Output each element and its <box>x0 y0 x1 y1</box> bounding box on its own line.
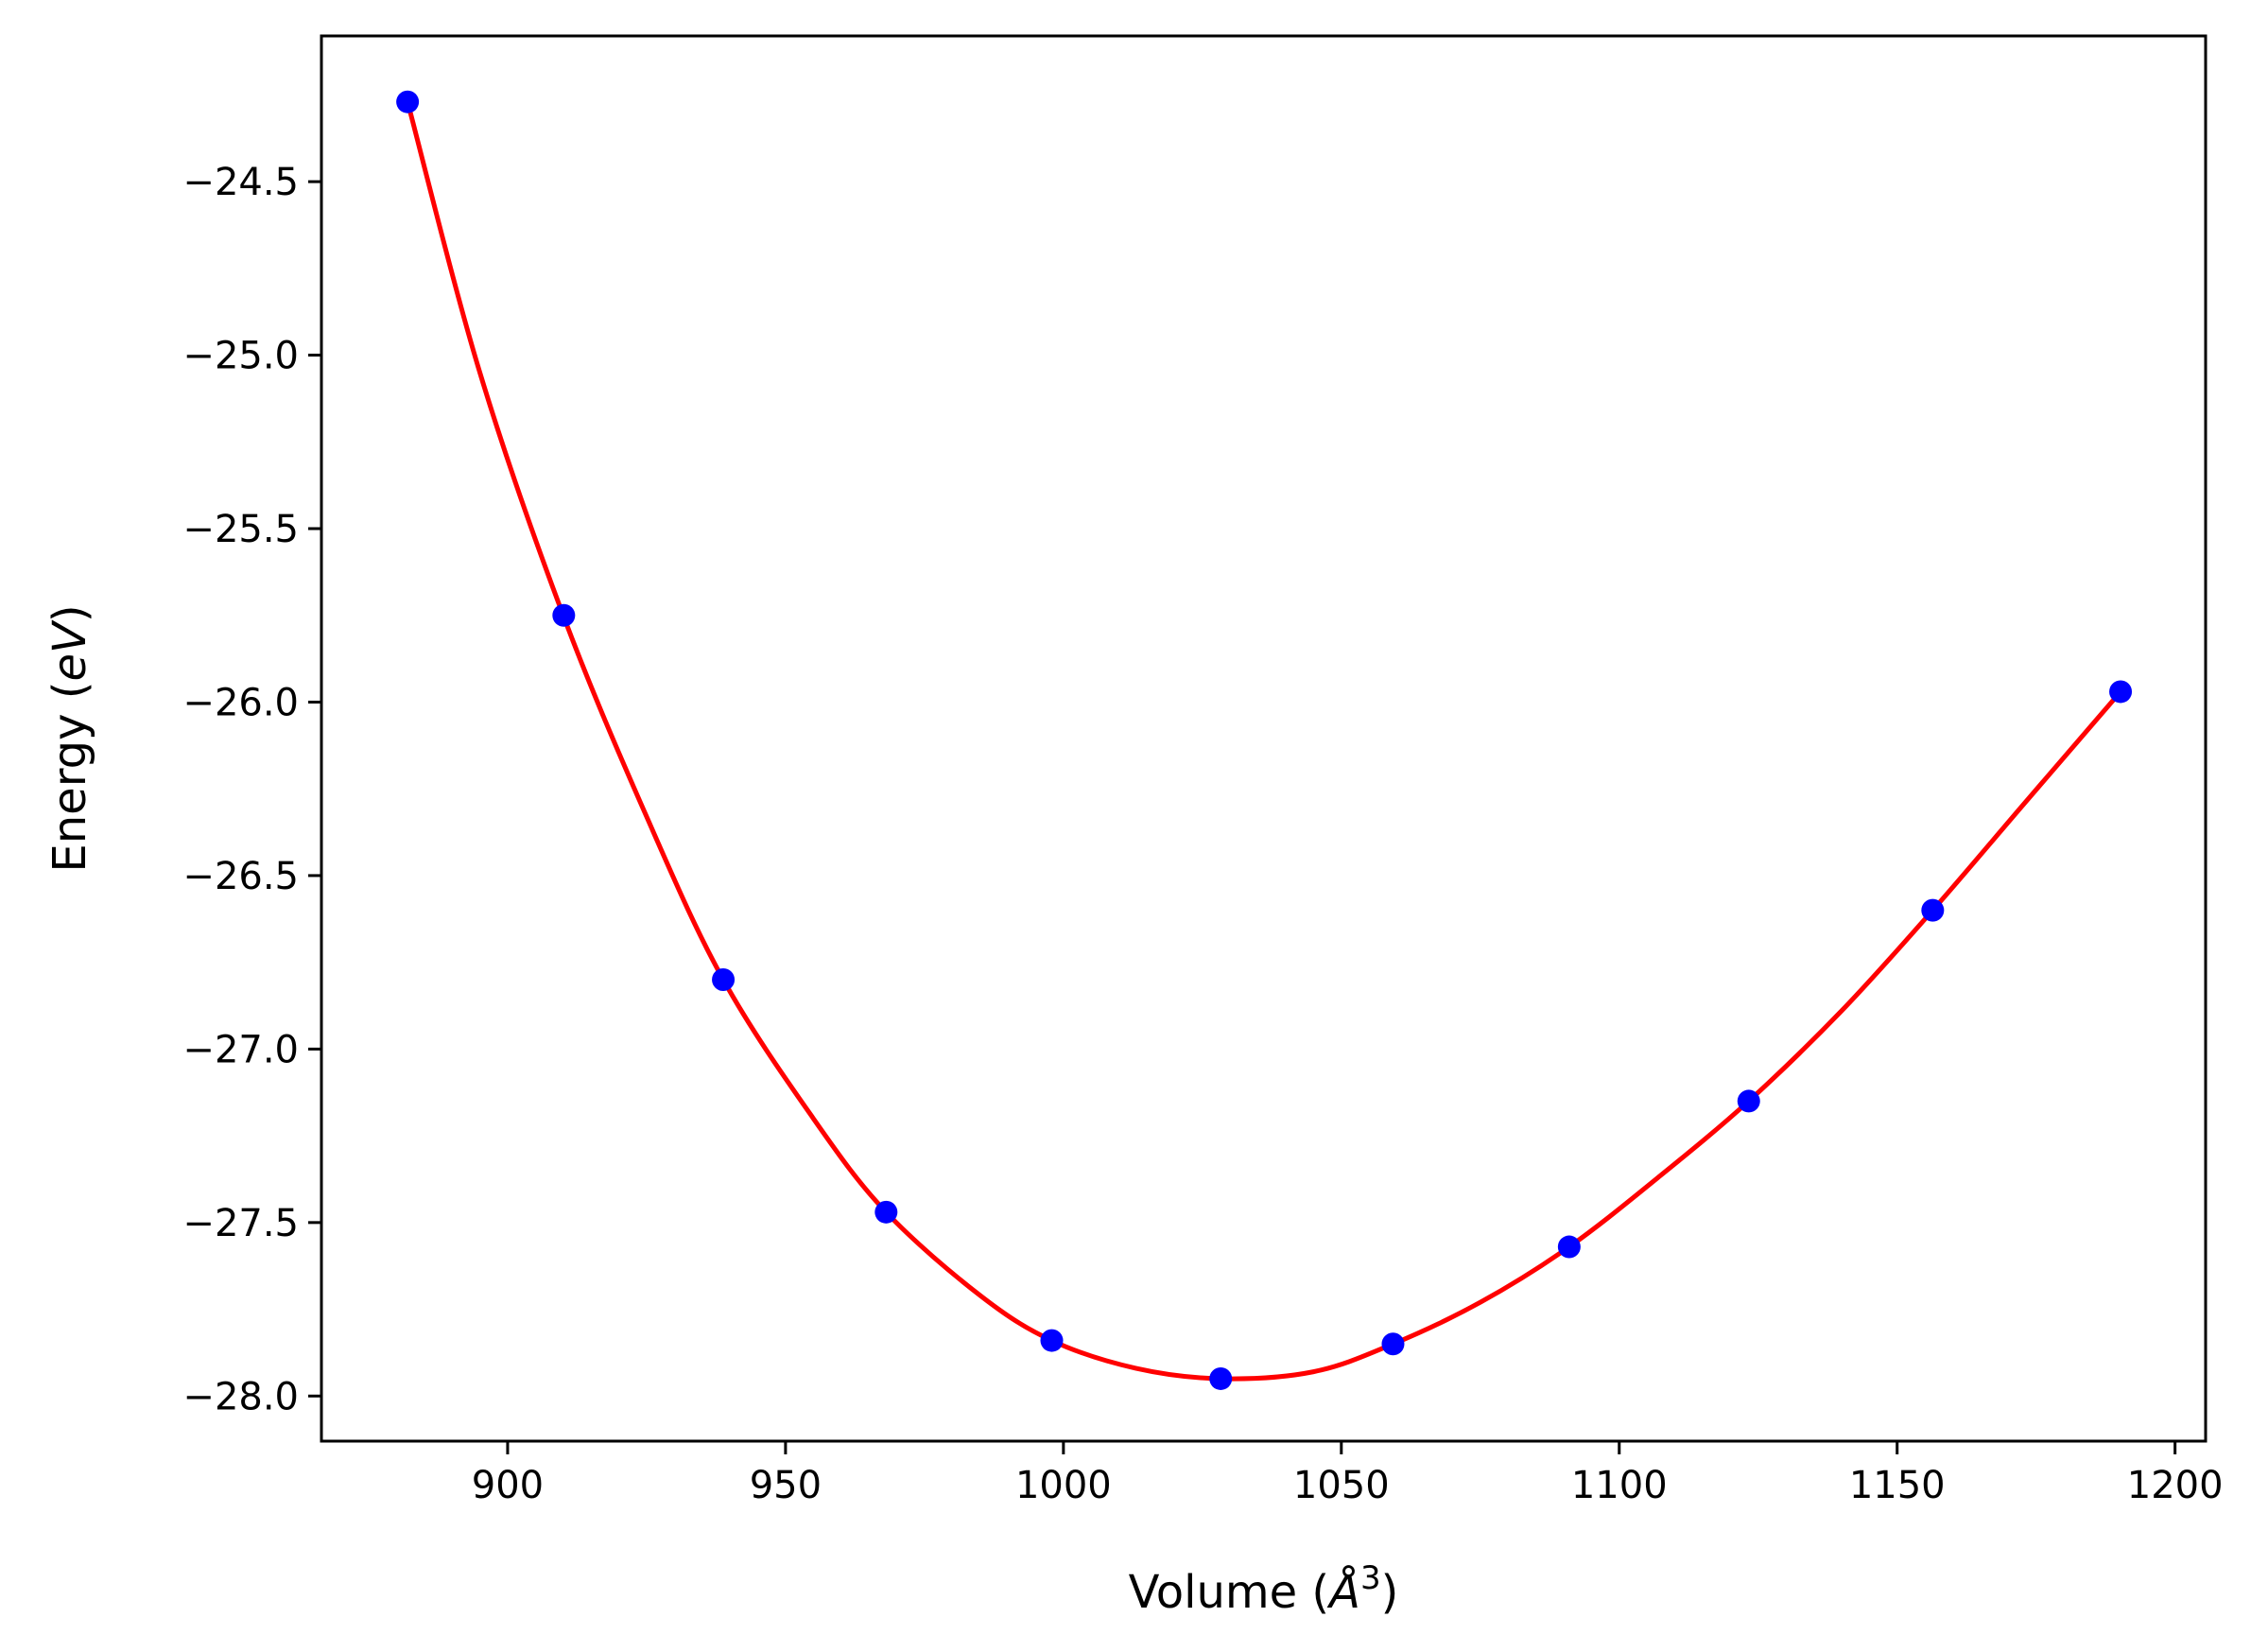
data-point <box>552 603 576 627</box>
x-axis-label-unit: Å <box>1326 1565 1360 1619</box>
y-axis-label-suffix: ) <box>43 604 96 622</box>
y-tick-label: −28.0 <box>182 1375 299 1418</box>
data-point <box>1737 1089 1760 1113</box>
y-tick-label: −27.5 <box>182 1202 299 1245</box>
x-axis-label-exponent: 3 <box>1360 1559 1381 1597</box>
y-tick-label: −24.5 <box>182 161 299 204</box>
data-point <box>396 90 420 113</box>
y-axis-label: Energy (eV) <box>43 604 96 872</box>
y-axis-label-unit: eV <box>43 619 96 682</box>
y-tick-label: −25.5 <box>182 508 299 551</box>
data-point <box>712 968 736 992</box>
x-axis-label-suffix: ) <box>1381 1566 1399 1619</box>
x-axis-label-prefix: Volume ( <box>1129 1566 1330 1619</box>
data-point <box>1921 898 1945 922</box>
x-tick-label: 950 <box>750 1464 822 1507</box>
plot-frame <box>320 34 2207 1443</box>
data-point <box>1209 1366 1233 1390</box>
x-axis-ticks: 900 950 1000 1050 1100 1150 1200 <box>472 1441 2224 1507</box>
x-tick-label: 1000 <box>1015 1464 1112 1507</box>
x-axis-label: Volume (Å3) <box>1129 1559 1399 1619</box>
y-tick-label: −25.0 <box>182 335 299 378</box>
x-tick-label: 1050 <box>1293 1464 1390 1507</box>
data-point <box>2109 680 2133 704</box>
data-point <box>1557 1235 1581 1259</box>
data-points-layer <box>396 90 2133 1390</box>
fit-curve-line <box>405 101 2122 1382</box>
x-tick-label: 1200 <box>2127 1464 2224 1507</box>
x-tick-label: 1150 <box>1849 1464 1946 1507</box>
y-axis-ticks: −24.5 −25.0 −25.5 −26.0 −26.5 −27.0 −27.5 −28.0 <box>182 161 321 1418</box>
y-axis-label-prefix: Energy ( <box>43 682 96 873</box>
data-point <box>1040 1329 1064 1352</box>
data-point <box>1381 1332 1405 1356</box>
y-tick-label: −26.5 <box>182 855 299 898</box>
data-point <box>874 1200 898 1224</box>
x-tick-label: 1100 <box>1571 1464 1668 1507</box>
x-tick-label: 900 <box>472 1464 544 1507</box>
fit-curve-layer <box>405 101 2122 1382</box>
y-tick-label: −27.0 <box>182 1028 299 1071</box>
y-tick-label: −26.0 <box>182 681 299 724</box>
